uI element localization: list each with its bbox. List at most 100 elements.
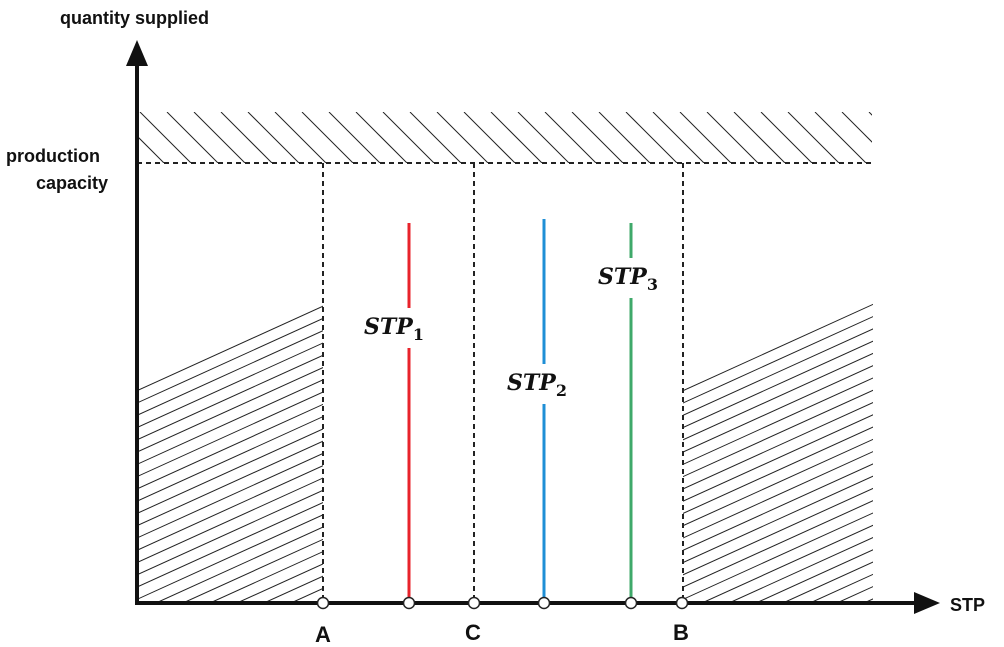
stp2-marker bbox=[537, 596, 551, 610]
hatch-stroke bbox=[625, 112, 678, 163]
hatch-stroke bbox=[683, 451, 873, 539]
point-c-marker bbox=[467, 596, 481, 610]
hatch-stroke bbox=[683, 340, 873, 429]
hatch-stroke bbox=[220, 112, 273, 163]
hatch-stroke bbox=[701, 524, 873, 603]
capacity-label-line2: capacity bbox=[36, 173, 108, 193]
hatch-stroke bbox=[182, 538, 323, 603]
hatch-stroke bbox=[247, 112, 300, 163]
hatch-stroke bbox=[137, 330, 323, 416]
hatch-stroke bbox=[728, 536, 873, 603]
hatch-stroke bbox=[137, 489, 323, 576]
stp1-marker bbox=[402, 596, 416, 610]
hatch-stroke bbox=[683, 377, 873, 465]
x-axis-label: STP bbox=[950, 595, 985, 615]
hatch-stroke bbox=[615, 163, 1004, 603]
hatch-stroke bbox=[317, 600, 323, 603]
hatch-stroke bbox=[683, 512, 873, 600]
hatch-stroke bbox=[155, 526, 323, 603]
hatch-stroke bbox=[814, 112, 867, 163]
hatch-stroke bbox=[841, 112, 872, 143]
hatch-stroke bbox=[683, 316, 873, 404]
point-b-marker bbox=[675, 596, 689, 610]
hatch-stroke bbox=[301, 112, 354, 163]
right-hatched-region bbox=[683, 163, 1004, 603]
hatch-stroke bbox=[209, 551, 323, 603]
hatch-stroke bbox=[166, 112, 219, 163]
hatch-stroke bbox=[683, 500, 873, 588]
hatch-stroke bbox=[918, 163, 1004, 603]
hatch-stroke bbox=[669, 163, 1004, 603]
hatch-stroke bbox=[896, 112, 947, 163]
y-axis-label: quantity supplied bbox=[60, 8, 209, 28]
hatch-stroke bbox=[290, 587, 323, 603]
hatch-stroke bbox=[137, 416, 323, 502]
hatch-stroke bbox=[436, 112, 489, 163]
hatch-stroke bbox=[733, 112, 786, 163]
x-axis-arrowhead bbox=[914, 592, 940, 614]
hatch-stroke bbox=[683, 352, 873, 441]
hatch-stroke bbox=[137, 465, 323, 551]
hatch-stroke bbox=[137, 477, 323, 564]
hatch-stroke bbox=[137, 391, 323, 478]
hatch-stroke bbox=[137, 514, 323, 600]
hatch-stroke bbox=[137, 305, 323, 392]
hatch-stroke bbox=[863, 598, 873, 603]
stp3-label-bg bbox=[593, 258, 671, 298]
hatch-stroke bbox=[372, 163, 1004, 603]
hatch-stroke bbox=[139, 112, 192, 163]
stp1-label-bg bbox=[362, 308, 452, 348]
hatch-stroke bbox=[760, 112, 813, 163]
hatch-stroke bbox=[782, 561, 873, 603]
hatch-stroke bbox=[777, 163, 1004, 603]
hatch-stroke bbox=[696, 163, 1004, 603]
hatch-stroke bbox=[891, 163, 1004, 603]
hatch-stroke bbox=[345, 163, 1004, 603]
hatch-stroke bbox=[950, 112, 1001, 163]
hatch-stroke bbox=[137, 317, 323, 404]
hatch-stroke bbox=[598, 112, 651, 163]
hatch-stroke bbox=[193, 112, 246, 163]
hatch-stroke bbox=[137, 342, 323, 429]
hatch-stroke bbox=[679, 112, 732, 163]
hatch-stroke bbox=[571, 112, 624, 163]
hatch-stroke bbox=[544, 112, 597, 163]
hatch-stroke bbox=[137, 379, 323, 465]
hatch-stroke bbox=[137, 452, 323, 539]
hatch-stroke bbox=[561, 163, 1004, 603]
point-b-label: B bbox=[673, 620, 689, 645]
hatch-stroke bbox=[382, 112, 435, 163]
hatch-stroke bbox=[236, 563, 323, 603]
hatch-stroke bbox=[683, 463, 873, 551]
stp1-label: STP1 bbox=[364, 314, 424, 344]
hatch-stroke bbox=[750, 163, 1004, 603]
hatch-stroke bbox=[137, 501, 323, 588]
hatch-stroke bbox=[683, 303, 873, 392]
stp3-label: STP3 bbox=[598, 264, 658, 294]
left-hatched-region bbox=[137, 163, 1004, 603]
hatch-stroke bbox=[517, 112, 570, 163]
hatch-stroke bbox=[463, 112, 516, 163]
point-a-marker bbox=[316, 596, 330, 610]
hatch-stroke bbox=[355, 112, 408, 163]
hatch-stroke bbox=[274, 112, 327, 163]
hatch-stroke bbox=[652, 112, 705, 163]
hatch-stroke bbox=[683, 328, 873, 416]
hatch-stroke bbox=[534, 163, 1004, 603]
point-c-label: C bbox=[465, 620, 481, 645]
hatch-stroke bbox=[809, 573, 873, 603]
hatch-stroke bbox=[787, 112, 840, 163]
hatch-stroke bbox=[328, 112, 381, 163]
hatch-stroke bbox=[263, 575, 323, 603]
hatch-stroke bbox=[999, 163, 1004, 603]
y-axis-arrowhead bbox=[126, 40, 148, 66]
hatch-stroke bbox=[868, 112, 872, 116]
hatch-stroke bbox=[683, 487, 873, 576]
stp2-label: STP2 bbox=[507, 370, 567, 400]
hatch-stroke bbox=[683, 389, 873, 478]
hatch-stroke bbox=[945, 163, 1004, 603]
stp3-marker bbox=[624, 596, 638, 610]
point-a-label: A bbox=[315, 622, 331, 647]
hatch-stroke bbox=[490, 112, 543, 163]
